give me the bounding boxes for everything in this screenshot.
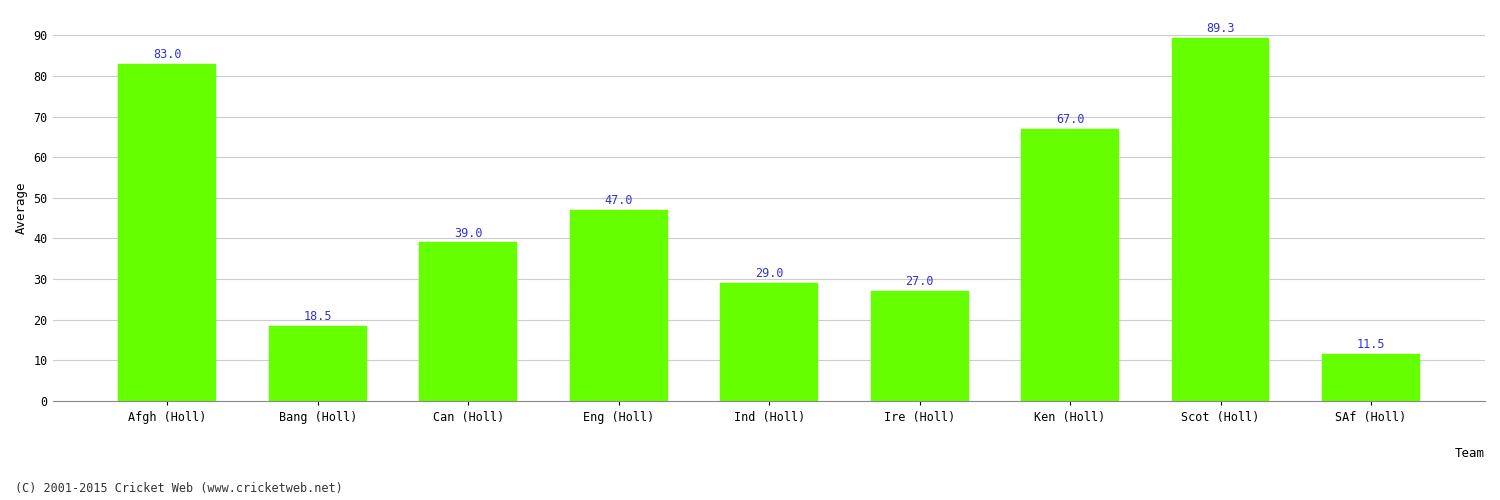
- Text: 39.0: 39.0: [454, 226, 483, 239]
- Text: Team: Team: [1455, 447, 1485, 460]
- Text: 11.5: 11.5: [1358, 338, 1386, 351]
- Text: 29.0: 29.0: [754, 267, 783, 280]
- Y-axis label: Average: Average: [15, 182, 28, 234]
- Bar: [1172, 38, 1269, 401]
- Bar: [1322, 354, 1420, 401]
- Bar: [720, 283, 818, 401]
- Text: 18.5: 18.5: [303, 310, 332, 323]
- Bar: [870, 291, 969, 401]
- Bar: [268, 326, 366, 401]
- Bar: [570, 210, 668, 401]
- Text: 27.0: 27.0: [906, 276, 934, 288]
- Text: 67.0: 67.0: [1056, 113, 1084, 126]
- Text: 83.0: 83.0: [153, 48, 182, 61]
- Text: 89.3: 89.3: [1206, 22, 1234, 36]
- Bar: [1022, 128, 1119, 401]
- Text: 47.0: 47.0: [604, 194, 633, 207]
- Bar: [118, 64, 216, 401]
- Bar: [420, 242, 518, 401]
- Text: (C) 2001-2015 Cricket Web (www.cricketweb.net): (C) 2001-2015 Cricket Web (www.cricketwe…: [15, 482, 342, 495]
